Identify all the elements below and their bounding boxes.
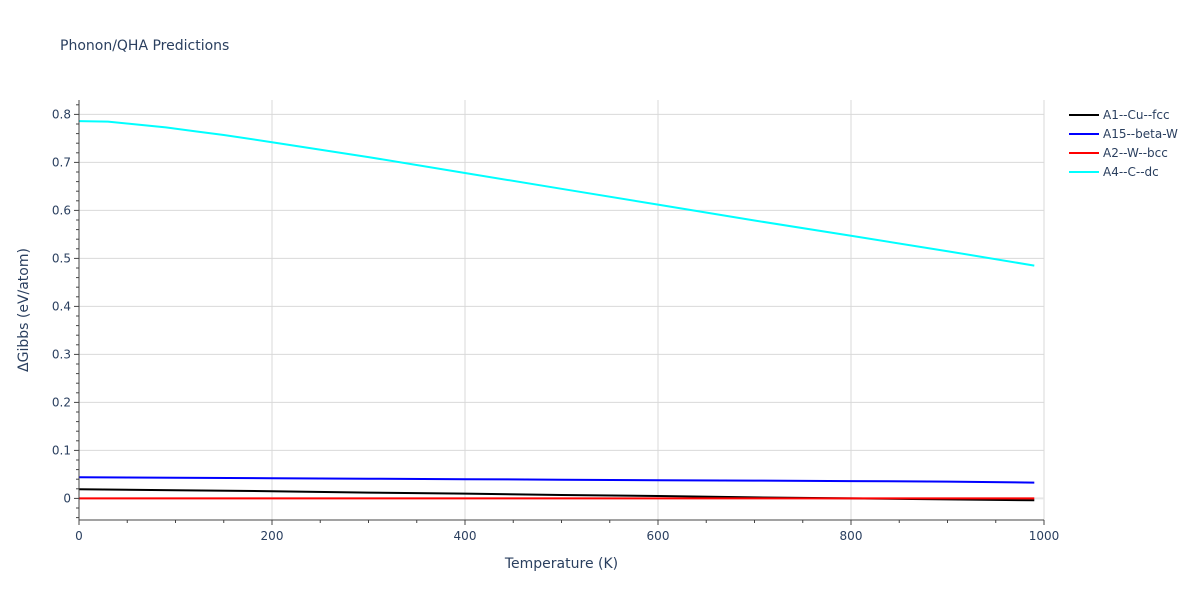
y-tick-label: 0.1 [52,443,71,457]
legend-item[interactable]: A4--C--dc [1069,165,1159,179]
x-tick-label: 400 [454,529,477,543]
x-axis-title: Temperature (K) [504,556,618,572]
legend-item[interactable]: A15--beta-W [1069,127,1178,141]
x-tick-label: 800 [840,529,863,543]
y-tick-label: 0.6 [52,203,71,217]
y-tick-label: 0.7 [52,155,71,169]
legend-label: A2--W--bcc [1103,146,1168,160]
y-tick-label: 0.3 [52,347,71,361]
y-tick-label: 0.2 [52,395,71,409]
series-line [78,120,1035,267]
legend-label: A4--C--dc [1103,165,1159,179]
legend-label: A1--Cu--fcc [1103,108,1170,122]
grid-layer [79,100,1045,520]
y-tick-label: 0 [63,491,71,505]
plot-area: 0 200 400 600 800 1000 0 0.1 0.2 0.3 0.4 0.5 0.6 0.7 0… [52,100,1059,543]
x-tick-label: 600 [647,529,670,543]
legend: A1--Cu--fcc A15--beta-W A2--W--bcc A4--C--d… [1069,108,1178,179]
x-tick-label: 0 [75,529,83,543]
axis-layer: 0 200 400 600 800 1000 0 0.1 0.2 0.3 0.4 0.5 0.6 0.7 0… [52,100,1059,543]
legend-label: A15--beta-W [1103,127,1178,141]
y-tick-label: 0.8 [52,107,71,121]
chart-title: Phonon/QHA Predictions [60,38,229,54]
x-tick-label: 200 [261,529,284,543]
legend-item[interactable]: A2--W--bcc [1069,146,1168,160]
series-line [78,476,1035,484]
x-tick-label: 1000 [1029,529,1060,543]
y-axis-title: ΔGibbs (eV/atom) [16,248,32,372]
series-layer [78,120,1035,502]
legend-item[interactable]: A1--Cu--fcc [1069,108,1170,122]
y-tick-label: 0.5 [52,251,71,265]
y-tick-label: 0.4 [52,299,71,313]
